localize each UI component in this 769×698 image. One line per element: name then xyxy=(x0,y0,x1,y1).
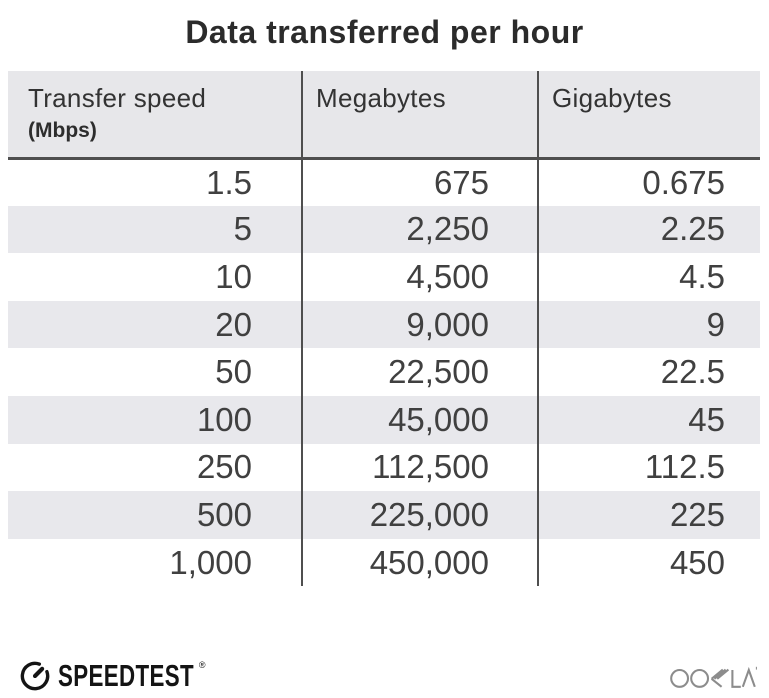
table-header: Transfer speed (Mbps) Megabytes Gigabyte… xyxy=(8,71,760,160)
cell-gigabytes: 4.5 xyxy=(537,253,760,301)
cell-gigabytes: 2.25 xyxy=(537,205,760,254)
column-header-gigabytes: Gigabytes xyxy=(537,71,760,160)
table-row: 1,000 450,000 450 xyxy=(8,538,760,587)
header-row: Transfer speed (Mbps) Megabytes Gigabyte… xyxy=(8,71,760,160)
column-header-megabytes: Megabytes xyxy=(301,71,538,160)
cell-transfer-speed: 1,000 xyxy=(169,543,252,581)
cell-megabytes: 4,500 xyxy=(301,253,538,301)
ookla-logo xyxy=(670,663,758,689)
gigabytes-label: Gigabytes xyxy=(552,83,672,113)
cell-gigabytes: 112.5 xyxy=(537,443,760,492)
cell-transfer-speed: 5 xyxy=(233,210,252,248)
table-body: 1.5 675 0.675 5 2,250 2.25 10 4,500 4.5 … xyxy=(8,158,760,587)
page-title: Data transferred per hour xyxy=(185,14,584,50)
cell-megabytes: 450,000 xyxy=(301,538,538,587)
cell-megabytes: 2,250 xyxy=(301,205,538,254)
registered-trademark-icon: ® xyxy=(198,660,206,670)
column-header-transfer-speed: Transfer speed (Mbps) xyxy=(8,71,302,160)
megabytes-label: Megabytes xyxy=(316,83,446,113)
cell-gigabytes: 45 xyxy=(537,395,760,444)
cell-megabytes: 9,000 xyxy=(301,300,538,349)
table-row: 100 45,000 45 xyxy=(8,395,760,444)
cell-megabytes: 45,000 xyxy=(301,395,538,444)
table-row: 5 2,250 2.25 xyxy=(8,205,760,254)
cell-transfer-speed: 250 xyxy=(196,448,252,486)
speedtest-wordmark: SPEEDTEST xyxy=(58,658,194,693)
cell-transfer-speed: 500 xyxy=(196,495,252,533)
cell-transfer-speed: 50 xyxy=(215,353,252,391)
ookla-wordmark-icon xyxy=(670,666,757,688)
mbps-unit-label: (Mbps) xyxy=(28,119,97,142)
cell-transfer-speed: 1.5 xyxy=(206,163,252,201)
cell-megabytes: 675 xyxy=(301,158,538,206)
table-row: 10 4,500 4.5 xyxy=(8,253,760,301)
cell-transfer-speed: 100 xyxy=(196,400,252,438)
table-row: 500 225,000 225 xyxy=(8,491,760,539)
cell-megabytes: 22,500 xyxy=(301,348,538,396)
cell-gigabytes: 22.5 xyxy=(537,348,760,396)
transfer-speed-label: Transfer speed xyxy=(28,83,207,113)
table-row: 1.5 675 0.675 xyxy=(8,158,760,206)
cell-transfer-speed: 10 xyxy=(215,257,252,295)
table-row: 250 112,500 112.5 xyxy=(8,443,760,492)
footer: SPEEDTEST ® xyxy=(20,658,758,694)
cell-megabytes: 112,500 xyxy=(301,443,538,492)
data-table: Transfer speed (Mbps) Megabytes Gigabyte… xyxy=(8,71,760,587)
table-row: 50 22,500 22.5 xyxy=(8,348,760,396)
cell-gigabytes: 225 xyxy=(537,491,760,539)
cell-gigabytes: 450 xyxy=(537,538,760,587)
speedtest-gauge-icon xyxy=(20,661,50,691)
table-row: 20 9,000 9 xyxy=(8,300,760,349)
cell-gigabytes: 9 xyxy=(537,300,760,349)
cell-megabytes: 225,000 xyxy=(301,491,538,539)
cell-gigabytes: 0.675 xyxy=(537,158,760,206)
speedtest-logo: SPEEDTEST ® xyxy=(20,658,205,694)
cell-transfer-speed: 20 xyxy=(215,305,252,343)
